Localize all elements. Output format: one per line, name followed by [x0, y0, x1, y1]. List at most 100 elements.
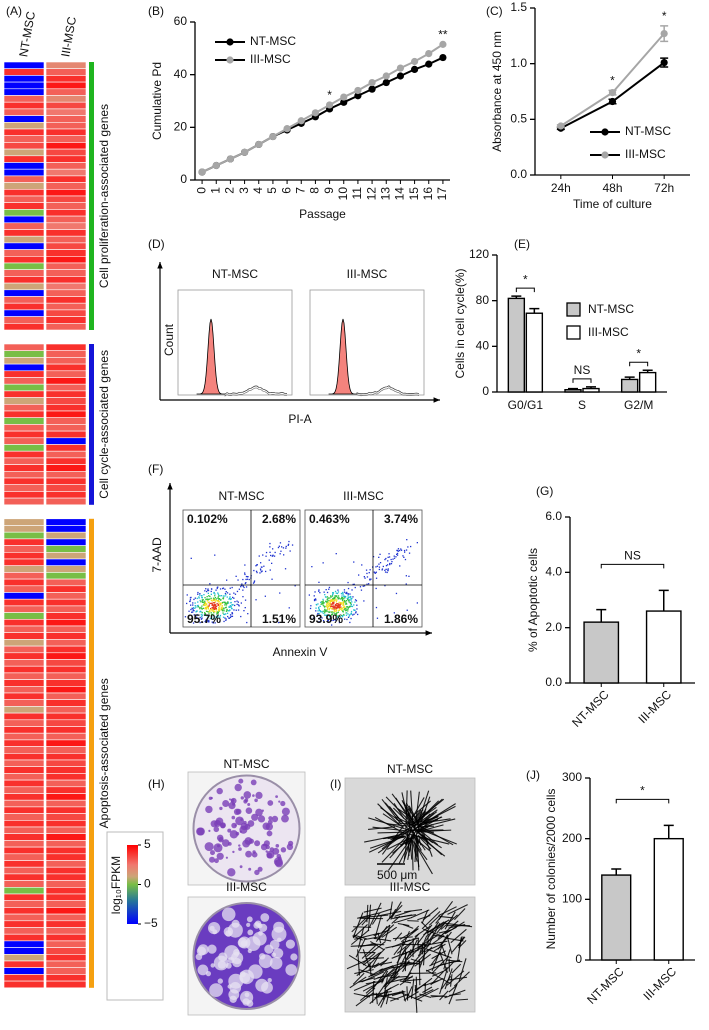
- heatmap-cell: [3, 598, 45, 607]
- event-dot: [390, 558, 392, 561]
- heatmap-cell: [3, 538, 45, 546]
- event-dot: [324, 608, 326, 610]
- event-dot: [232, 604, 234, 606]
- heatmap-cell: [45, 940, 87, 948]
- event-dot: [214, 597, 217, 599]
- event-dot: [390, 563, 393, 565]
- event-dot: [336, 599, 338, 601]
- group-bar: [89, 344, 94, 505]
- heatmap-cell: [3, 497, 45, 506]
- event-dot: [217, 604, 219, 606]
- heatmap-cell: [45, 289, 87, 297]
- heatmap-cell: [45, 927, 87, 935]
- event-dot: [224, 595, 226, 597]
- event-dot: [353, 583, 355, 585]
- colony: [273, 921, 285, 933]
- event-dot: [207, 611, 209, 613]
- colony: [267, 819, 273, 825]
- panel-title: NT-MSC: [224, 757, 270, 771]
- event-dot: [366, 576, 369, 578]
- colony: [267, 978, 272, 983]
- event-dot: [225, 613, 227, 615]
- event-dot: [204, 613, 207, 615]
- heatmap-cell: [3, 699, 45, 707]
- event-dot: [189, 597, 192, 599]
- event-dot: [210, 597, 212, 599]
- event-dot: [327, 606, 329, 608]
- heatmap-cell: [45, 766, 87, 774]
- colony: [227, 984, 232, 989]
- event-dot: [291, 544, 294, 546]
- y-tick-label: 0.5: [510, 112, 527, 126]
- event-dot: [393, 557, 396, 559]
- event-dot: [381, 568, 384, 570]
- event-dot: [342, 604, 344, 606]
- data-point: [283, 125, 291, 133]
- heatmap-cell: [45, 276, 87, 284]
- event-dot: [215, 589, 217, 591]
- event-dot: [234, 601, 236, 603]
- cell-streak: [443, 949, 451, 970]
- data-point: [340, 98, 348, 106]
- event-dot: [328, 609, 330, 611]
- event-dot: [365, 569, 368, 571]
- data-point: [410, 57, 419, 66]
- event-dot: [229, 598, 232, 601]
- colony: [210, 963, 215, 968]
- heatmap-cell: [3, 947, 45, 955]
- event-dot: [214, 601, 216, 603]
- data-point: [660, 30, 668, 38]
- colony: [216, 787, 223, 795]
- legend-label: III-MSC: [625, 147, 666, 161]
- heatmap-cell: [45, 799, 87, 808]
- panel-label: (B): [148, 4, 164, 18]
- heatmap-cell: [45, 437, 87, 445]
- cell-streak: [418, 832, 442, 849]
- event-dot: [366, 572, 368, 575]
- cell-streak: [437, 920, 459, 940]
- cell-streak: [373, 929, 390, 937]
- heatmap-cell: [45, 652, 87, 660]
- heatmap-cell: [45, 679, 87, 687]
- event-dot: [337, 616, 339, 618]
- colony: [275, 844, 280, 848]
- heatmap-cell: [45, 618, 87, 627]
- event-dot: [404, 558, 407, 561]
- cell-streak: [421, 909, 429, 924]
- cell-streak: [399, 980, 412, 984]
- heatmap-cell: [3, 135, 45, 143]
- heatmap-cell: [45, 974, 87, 982]
- heatmap-cell: [3, 860, 45, 868]
- colony: [281, 814, 289, 823]
- colony: [239, 865, 243, 869]
- group-label: Cell proliferation-associated genes: [97, 104, 111, 288]
- event-dot: [211, 621, 213, 623]
- panel-title: NT-MSC: [219, 489, 265, 503]
- cell-streak: [391, 950, 411, 959]
- event-dot: [350, 598, 352, 600]
- colorbar-tick-label: 5: [144, 837, 151, 851]
- cell-streak: [392, 807, 417, 831]
- event-dot: [221, 605, 223, 607]
- colony: [280, 847, 287, 853]
- heatmap-cell: [45, 538, 87, 546]
- event-dot: [343, 606, 345, 608]
- event-dot: [209, 583, 211, 585]
- event-dot: [405, 549, 408, 551]
- heatmap-cell: [45, 491, 87, 499]
- event-dot: [384, 571, 387, 573]
- heatmap-cell: [3, 625, 45, 633]
- heatmap-cell: [3, 732, 45, 741]
- y-axis-title: Cells in cell cycle(%): [453, 268, 467, 378]
- event-dot: [403, 549, 406, 552]
- event-dot: [326, 610, 328, 613]
- event-dot: [212, 598, 215, 600]
- heatmap-cell: [45, 826, 87, 834]
- event-dot: [323, 602, 325, 604]
- event-dot: [227, 615, 229, 618]
- heatmap-cell: [3, 578, 45, 587]
- colony: [246, 916, 253, 923]
- event-dot: [362, 585, 364, 587]
- event-dot: [322, 602, 324, 604]
- event-dot: [197, 591, 199, 594]
